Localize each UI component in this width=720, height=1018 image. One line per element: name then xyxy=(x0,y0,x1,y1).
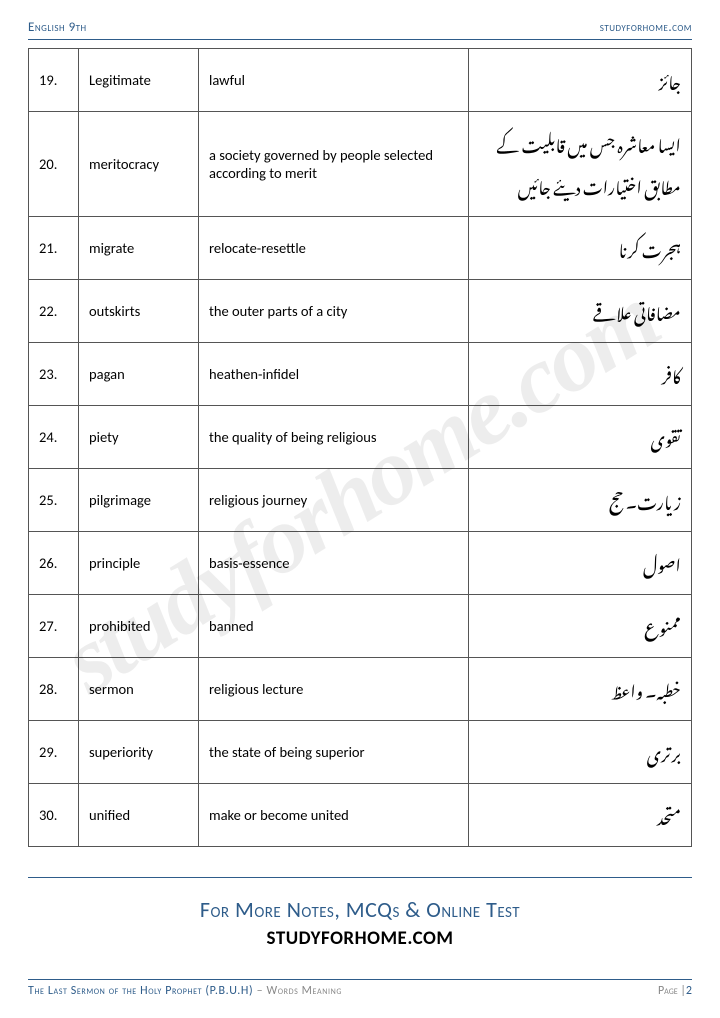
table-row: 20.meritocracya society governed by peop… xyxy=(29,112,692,217)
row-meaning: heathen-infidel xyxy=(199,343,469,406)
row-meaning: the state of being superior xyxy=(199,721,469,784)
row-number: 21. xyxy=(29,217,79,280)
row-meaning: religious journey xyxy=(199,469,469,532)
row-meaning: religious lecture xyxy=(199,658,469,721)
row-urdu: ایسا معاشرہ جس میں قابلیت کے مطابق اختیا… xyxy=(469,112,692,217)
table-row: 19.Legitimatelawfulجائز xyxy=(29,49,692,112)
row-number: 24. xyxy=(29,406,79,469)
row-word: unified xyxy=(79,784,199,847)
row-number: 26. xyxy=(29,532,79,595)
row-number: 28. xyxy=(29,658,79,721)
page-footer: The Last Sermon of the Holy Prophet (P.B… xyxy=(28,979,692,998)
row-meaning: the outer parts of a city xyxy=(199,280,469,343)
page-header: English 9th studyforhome.com xyxy=(28,20,692,40)
table-row: 26.principlebasis-essenceاصول xyxy=(29,532,692,595)
table-row: 27.prohibitedbannedممنوع xyxy=(29,595,692,658)
row-number: 19. xyxy=(29,49,79,112)
promo-block: For More Notes, MCQs & Online Test STUDY… xyxy=(28,896,692,950)
row-meaning: the quality of being religious xyxy=(199,406,469,469)
row-urdu: تقوی xyxy=(469,406,692,469)
row-number: 25. xyxy=(29,469,79,532)
row-word: piety xyxy=(79,406,199,469)
row-meaning: basis-essence xyxy=(199,532,469,595)
row-number: 23. xyxy=(29,343,79,406)
row-number: 29. xyxy=(29,721,79,784)
row-urdu: زیارت۔ حج xyxy=(469,469,692,532)
row-word: pagan xyxy=(79,343,199,406)
table-row: 25.pilgrimagereligious journeyزیارت۔ حج xyxy=(29,469,692,532)
row-urdu: اصول xyxy=(469,532,692,595)
row-word: superiority xyxy=(79,721,199,784)
row-urdu: خطبہ۔ واعظ xyxy=(469,658,692,721)
header-right: studyforhome.com xyxy=(600,20,692,35)
row-meaning: lawful xyxy=(199,49,469,112)
table-row: 30.unifiedmake or become unitedمتحد xyxy=(29,784,692,847)
row-word: pilgrimage xyxy=(79,469,199,532)
table-row: 28.sermonreligious lectureخطبہ۔ واعظ xyxy=(29,658,692,721)
vocabulary-table: 19.Legitimatelawfulجائز20.meritocracya s… xyxy=(28,48,692,847)
row-urdu: ممنوع xyxy=(469,595,692,658)
page-label: Page | xyxy=(658,984,686,998)
row-urdu: ہجرت کرنا xyxy=(469,217,692,280)
row-urdu: مضافاتی علاقے xyxy=(469,280,692,343)
row-meaning: relocate-resettle xyxy=(199,217,469,280)
row-meaning: a society governed by people selected ac… xyxy=(199,112,469,217)
row-word: prohibited xyxy=(79,595,199,658)
row-number: 27. xyxy=(29,595,79,658)
row-meaning: make or become united xyxy=(199,784,469,847)
row-number: 30. xyxy=(29,784,79,847)
row-urdu: جائز xyxy=(469,49,692,112)
table-row: 24.pietythe quality of being religiousتق… xyxy=(29,406,692,469)
row-word: migrate xyxy=(79,217,199,280)
promo-title: For More Notes, MCQs & Online Test xyxy=(28,896,692,923)
row-word: Legitimate xyxy=(79,49,199,112)
footer-page: Page |2 xyxy=(658,984,692,998)
table-row: 21.migraterelocate-resettleہجرت کرنا xyxy=(29,217,692,280)
footer-chapter: The Last Sermon of the Holy Prophet (P.B… xyxy=(28,984,253,998)
header-left: English 9th xyxy=(28,20,87,35)
promo-site: STUDYFORHOME.COM xyxy=(28,927,692,950)
row-word: sermon xyxy=(79,658,199,721)
row-urdu: برتری xyxy=(469,721,692,784)
row-word: principle xyxy=(79,532,199,595)
row-word: outskirts xyxy=(79,280,199,343)
page-number: 2 xyxy=(686,984,692,998)
row-meaning: banned xyxy=(199,595,469,658)
footer-subtitle: – Words Meaning xyxy=(253,984,342,998)
row-number: 20. xyxy=(29,112,79,217)
table-row: 29.superioritythe state of being superio… xyxy=(29,721,692,784)
table-row: 23.paganheathen-infidelکافر xyxy=(29,343,692,406)
footer-title: The Last Sermon of the Holy Prophet (P.B… xyxy=(28,984,342,998)
row-word: meritocracy xyxy=(79,112,199,217)
table-row: 22.outskirtsthe outer parts of a cityمضا… xyxy=(29,280,692,343)
row-urdu: کافر xyxy=(469,343,692,406)
section-divider xyxy=(28,877,692,878)
row-number: 22. xyxy=(29,280,79,343)
row-urdu: متحد xyxy=(469,784,692,847)
